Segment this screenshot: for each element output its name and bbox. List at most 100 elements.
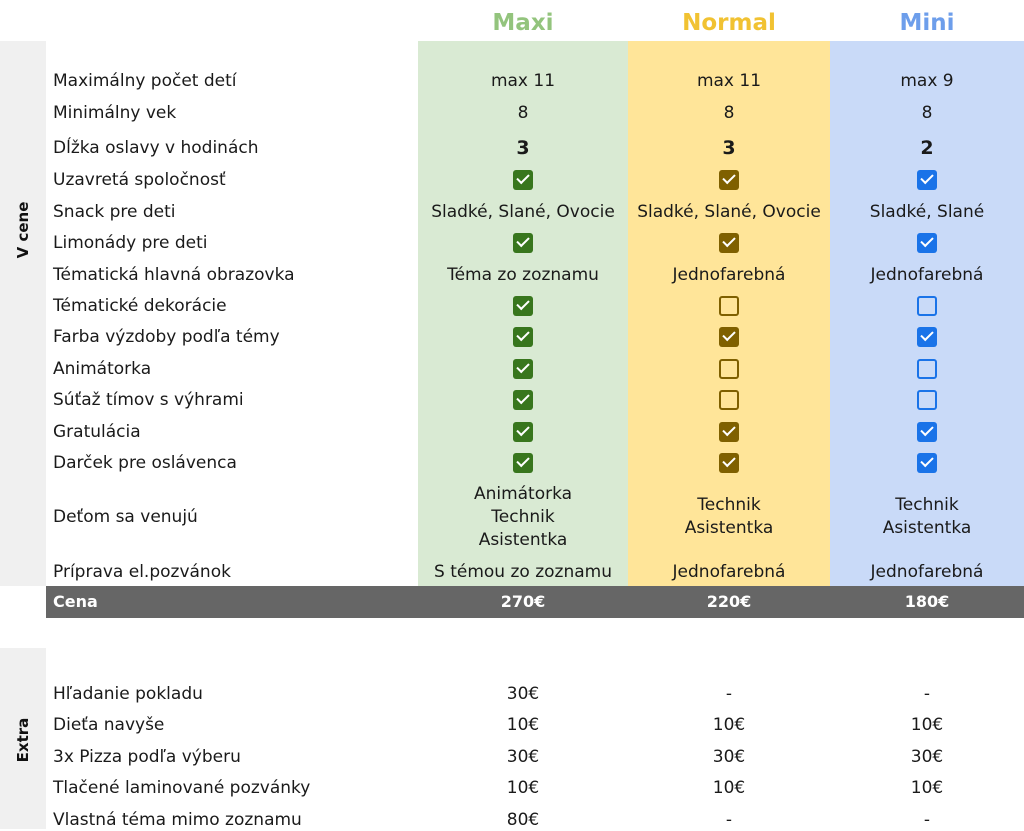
normal-value-row-6: Jednofarebná bbox=[672, 265, 786, 285]
maxi-checkbox-row-7 bbox=[513, 296, 533, 316]
maxi-value-row-extra-2: 30€ bbox=[506, 747, 540, 767]
maxi-value-row-extra-4: 80€ bbox=[506, 810, 540, 830]
normal-staff-item: Asistentka bbox=[684, 518, 774, 538]
maxi-checkbox-row-8 bbox=[513, 327, 533, 347]
maxi-value-row-6: Téma zo zoznamu bbox=[447, 265, 599, 285]
maxi-checkbox-row-11 bbox=[513, 422, 533, 442]
maxi-value-row-extra-0: 30€ bbox=[506, 684, 540, 704]
extra-label: Tlačené laminované pozvánky bbox=[53, 778, 311, 798]
row-label: Gratulácia bbox=[53, 422, 141, 442]
normal-value-row-14: Jednofarebná bbox=[672, 562, 786, 582]
maxi-staff-item: Technik bbox=[491, 506, 555, 527]
mini-column-bg bbox=[830, 41, 1024, 586]
header-mini: Mini bbox=[899, 10, 955, 36]
normal-value-row-extra-2: 30€ bbox=[712, 747, 746, 767]
normal-checkbox-row-9 bbox=[719, 359, 739, 379]
normal-value-row-0: max 11 bbox=[696, 71, 762, 91]
row-label: Tématická hlavná obrazovka bbox=[53, 265, 295, 285]
row-label: Maximálny počet detí bbox=[53, 71, 237, 91]
price-label: Cena bbox=[53, 592, 98, 611]
normal-column-bg bbox=[628, 41, 830, 586]
maxi-value-row-extra-3: 10€ bbox=[506, 778, 540, 798]
row-label: Darček pre oslávenca bbox=[53, 453, 237, 473]
row-label: Animátorka bbox=[53, 359, 152, 379]
normal-value-row-extra-3: 10€ bbox=[712, 778, 746, 798]
row-label: Snack pre deti bbox=[53, 202, 176, 222]
maxi-checkbox-row-10 bbox=[513, 390, 533, 410]
mini-checkbox-row-9 bbox=[917, 359, 937, 379]
maxi-checkbox-row-5 bbox=[513, 233, 533, 253]
maxi-value-row-14: S témou zo zoznamu bbox=[434, 562, 612, 582]
mini-value-row-extra-0: - bbox=[923, 684, 931, 704]
extra-label: Dieťa navyše bbox=[53, 715, 165, 735]
mini-checkbox-row-7 bbox=[917, 296, 937, 316]
mini-checkbox-row-3 bbox=[917, 170, 937, 190]
row-label: Minimálny vek bbox=[53, 103, 177, 123]
row-label: Dĺžka oslavy v hodinách bbox=[53, 138, 259, 158]
mini-staff-item: Asistentka bbox=[882, 518, 972, 538]
normal-value-row-extra-1: 10€ bbox=[712, 715, 746, 735]
normal-value-row-2: 3 bbox=[722, 137, 736, 159]
normal-checkbox-row-11 bbox=[719, 422, 739, 442]
mini-checkbox-row-8 bbox=[917, 327, 937, 347]
normal-checkbox-row-3 bbox=[719, 170, 739, 190]
mini-value-row-extra-3: 10€ bbox=[910, 778, 944, 798]
row-label: Tématické dekorácie bbox=[53, 296, 227, 316]
maxi-staff-list: Animátorka Technik Asistentka bbox=[418, 483, 628, 552]
maxi-checkbox-row-3 bbox=[513, 170, 533, 190]
row-label: Limonády pre deti bbox=[53, 233, 208, 253]
extra-label: 3x Pizza podľa výberu bbox=[53, 747, 241, 767]
normal-value-row-1: 8 bbox=[723, 103, 735, 123]
maxi-checkbox-row-12 bbox=[513, 453, 533, 473]
price-mini: 180€ bbox=[904, 592, 950, 611]
section-label-included: V cene bbox=[14, 201, 32, 259]
mini-checkbox-row-5 bbox=[917, 233, 937, 253]
mini-value-row-extra-1: 10€ bbox=[910, 715, 944, 735]
maxi-value-row-2: 3 bbox=[516, 137, 530, 159]
mini-value-row-2: 2 bbox=[920, 137, 934, 159]
section-sidebar-included bbox=[0, 41, 46, 586]
mini-value-row-4: Sladké, Slané bbox=[869, 202, 985, 222]
price-bar bbox=[46, 586, 1024, 618]
maxi-staff-item: Animátorka bbox=[473, 483, 573, 504]
mini-checkbox-row-10 bbox=[917, 390, 937, 410]
price-normal: 220€ bbox=[706, 592, 752, 611]
normal-checkbox-row-7 bbox=[719, 296, 739, 316]
header-maxi: Maxi bbox=[492, 10, 554, 36]
normal-value-row-4: Sladké, Slané, Ovocie bbox=[637, 202, 821, 222]
normal-checkbox-row-5 bbox=[719, 233, 739, 253]
row-label: Súťaž tímov s výhrami bbox=[53, 390, 244, 410]
normal-checkbox-row-8 bbox=[719, 327, 739, 347]
mini-staff-item: Technik bbox=[895, 495, 959, 515]
maxi-value-row-extra-1: 10€ bbox=[506, 715, 540, 735]
mini-value-row-0: max 9 bbox=[900, 71, 954, 91]
price-maxi: 270€ bbox=[500, 592, 546, 611]
mini-value-row-6: Jednofarebná bbox=[870, 265, 984, 285]
maxi-staff-item: Asistentka bbox=[478, 529, 568, 550]
mini-value-row-14: Jednofarebná bbox=[870, 562, 984, 582]
section-sidebar-extra bbox=[0, 648, 46, 829]
mini-checkbox-row-11 bbox=[917, 422, 937, 442]
header-normal: Normal bbox=[682, 10, 776, 36]
mini-staff-list: Technik Asistentka bbox=[830, 494, 1024, 540]
section-label-extra: Extra bbox=[14, 717, 32, 763]
mini-value-row-extra-2: 30€ bbox=[910, 747, 944, 767]
normal-checkbox-row-10 bbox=[719, 390, 739, 410]
normal-staff-list: Technik Asistentka bbox=[628, 494, 830, 540]
mini-value-row-extra-4: - bbox=[923, 810, 931, 830]
normal-staff-item: Technik bbox=[697, 495, 761, 515]
row-label: Uzavretá spoločnosť bbox=[53, 170, 226, 190]
maxi-checkbox-row-9 bbox=[513, 359, 533, 379]
normal-checkbox-row-12 bbox=[719, 453, 739, 473]
mini-checkbox-row-12 bbox=[917, 453, 937, 473]
row-label: Deťom sa venujú bbox=[53, 507, 198, 527]
row-label: Príprava el.pozvánok bbox=[53, 562, 231, 582]
row-label: Farba výzdoby podľa témy bbox=[53, 327, 280, 347]
extra-label: Vlastná téma mimo zoznamu bbox=[53, 810, 302, 830]
mini-value-row-1: 8 bbox=[921, 103, 933, 123]
maxi-value-row-1: 8 bbox=[517, 103, 529, 123]
normal-value-row-extra-0: - bbox=[725, 684, 733, 704]
maxi-value-row-4: Sladké, Slané, Ovocie bbox=[431, 202, 615, 222]
maxi-value-row-0: max 11 bbox=[490, 71, 556, 91]
normal-value-row-extra-4: - bbox=[725, 810, 733, 830]
